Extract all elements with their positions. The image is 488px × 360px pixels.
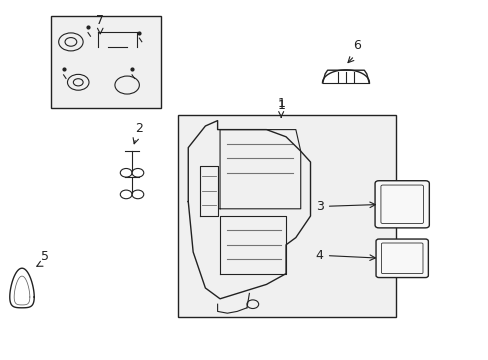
Text: 2: 2 (135, 122, 143, 135)
Text: 3: 3 (315, 200, 323, 213)
Text: 7: 7 (96, 14, 104, 27)
FancyBboxPatch shape (51, 16, 161, 108)
FancyBboxPatch shape (178, 115, 395, 317)
Text: 1: 1 (277, 97, 285, 110)
Text: 4: 4 (315, 249, 323, 262)
Text: 6: 6 (352, 39, 360, 52)
FancyBboxPatch shape (375, 239, 427, 278)
Text: 5: 5 (41, 250, 49, 263)
Text: 1: 1 (277, 99, 285, 117)
FancyBboxPatch shape (374, 181, 428, 228)
